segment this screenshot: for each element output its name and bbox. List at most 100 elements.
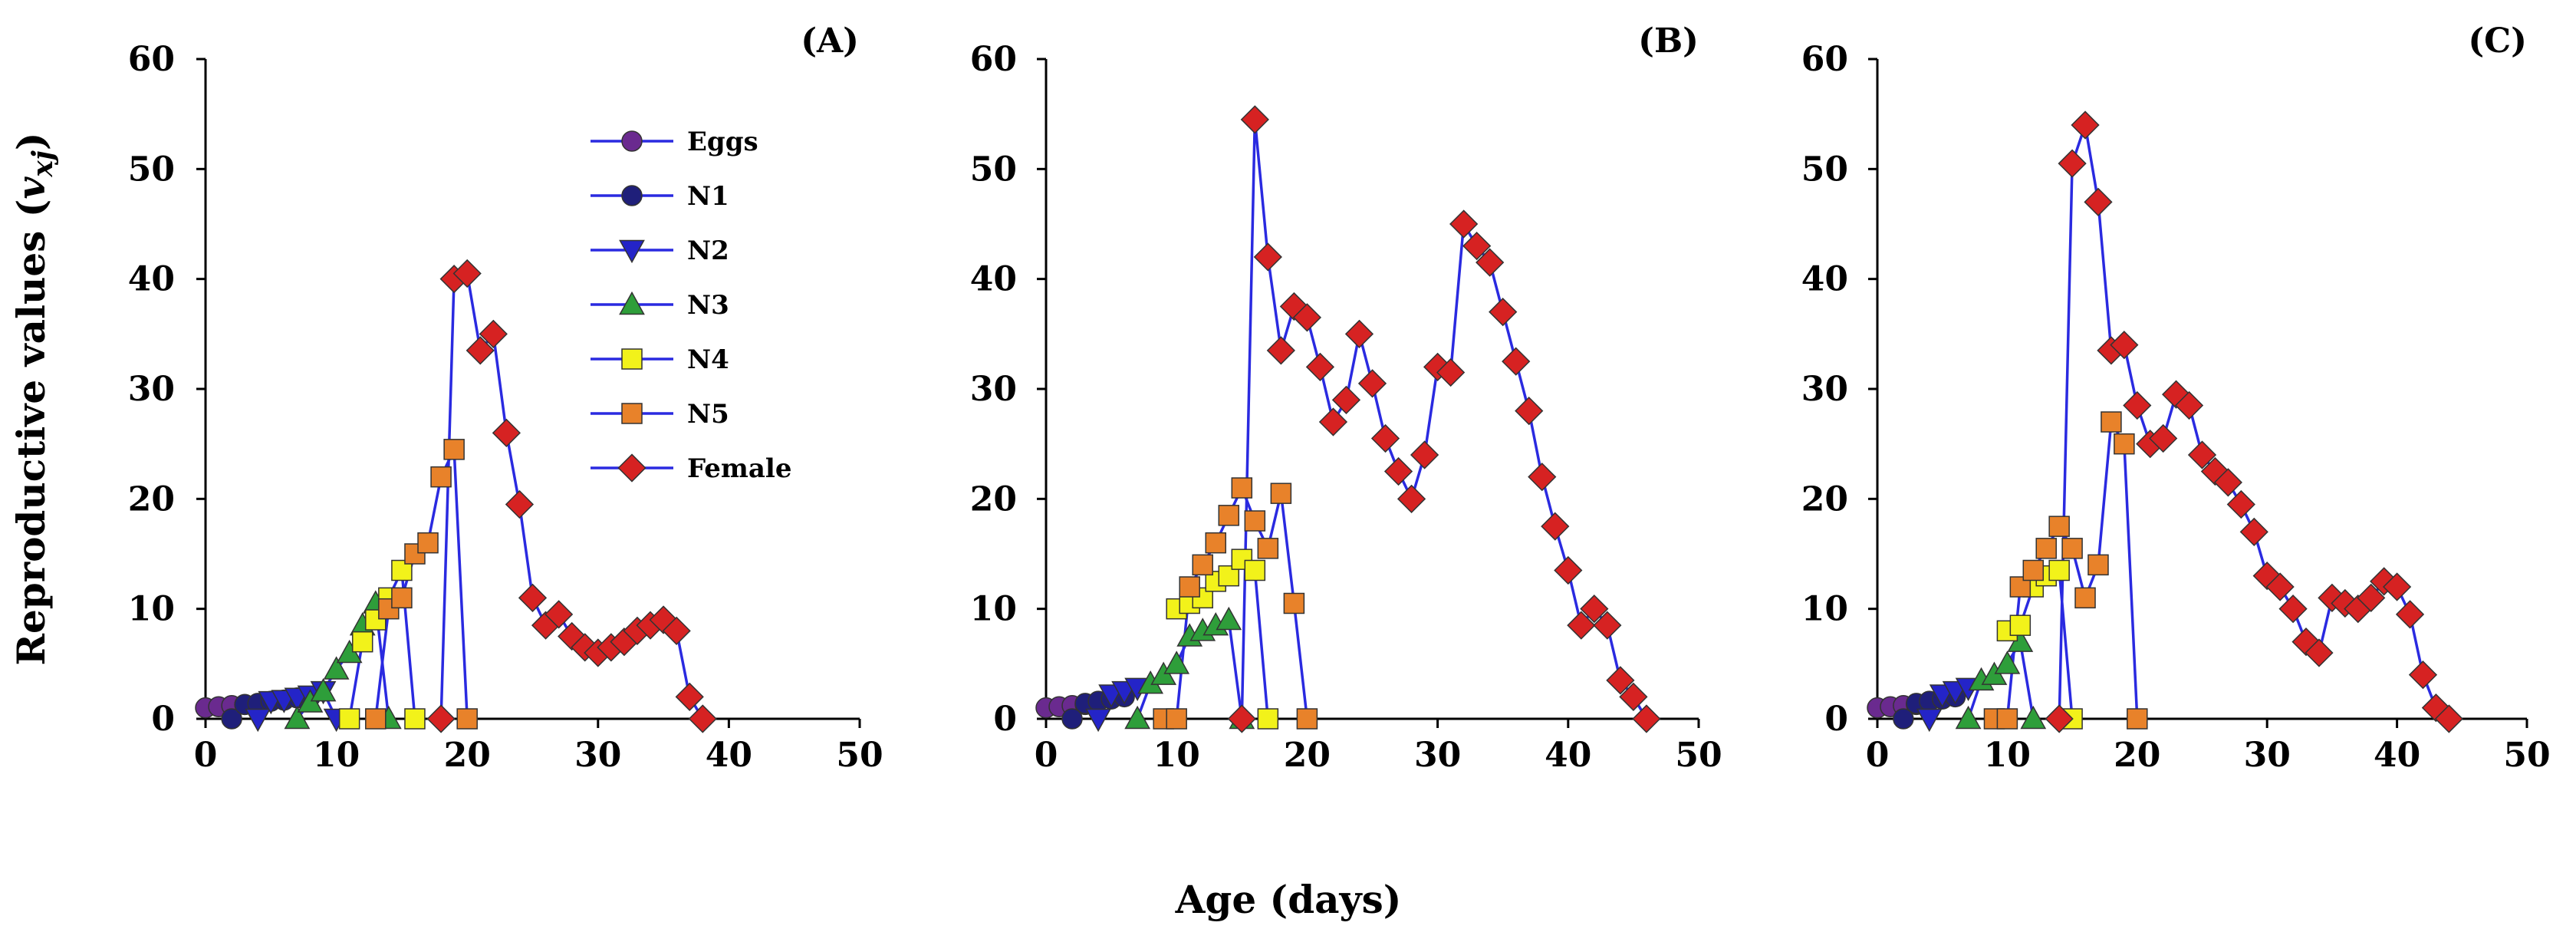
x-tick-label: 0 — [194, 736, 218, 775]
data-point-female — [1410, 440, 1439, 469]
legend-label-n4: N4 — [687, 344, 729, 375]
data-point-female — [2395, 600, 2425, 629]
data-point-n5 — [417, 532, 439, 554]
data-point-female — [426, 704, 456, 733]
data-point-n1 — [1893, 708, 1914, 730]
data-point-n5 — [2101, 411, 2122, 433]
x-tick-label: 0 — [1035, 736, 1058, 775]
legend-label-female: Female — [687, 453, 791, 484]
y-tick-label: 30 — [970, 370, 1017, 409]
legend-label-n3: N3 — [687, 290, 729, 321]
data-point-n4 — [351, 631, 373, 653]
data-point-female — [1632, 704, 1661, 733]
data-point-n2 — [1085, 708, 1111, 733]
x-tick-label: 20 — [2114, 736, 2160, 775]
y-tick-label: 60 — [970, 40, 1017, 79]
x-tick-label: 30 — [574, 736, 621, 775]
data-point-n5 — [1192, 554, 1213, 576]
legend-label-n1: N1 — [687, 181, 729, 212]
data-point-female — [2174, 390, 2204, 420]
data-point-female — [675, 682, 704, 711]
data-point-n5 — [1257, 538, 1279, 559]
panel-label: (A) — [801, 21, 859, 61]
data-point-n5 — [1166, 708, 1187, 730]
data-point-n5 — [1996, 708, 2018, 730]
data-point-n5 — [456, 708, 478, 730]
data-point-n3 — [1994, 651, 2021, 674]
data-point-female — [2149, 423, 2178, 453]
panels: 0 10 20 30 40 50 60 0 10 20 30 40 50 (A) 0 10 20 30 40 50 60… — [128, 21, 2551, 775]
legend-label-n2: N2 — [687, 236, 729, 266]
data-point-female — [505, 489, 535, 519]
y-tick-label: 40 — [970, 260, 1017, 299]
data-point-female — [1253, 242, 1282, 272]
x-tick-label: 50 — [2503, 736, 2550, 775]
legend-marker-n1 — [621, 185, 643, 206]
data-point-female — [1318, 407, 1348, 436]
data-point-female — [1541, 512, 1570, 541]
data-point-n4 — [1244, 559, 1266, 581]
data-point-n3 — [1163, 651, 1190, 674]
data-point-n4 — [1257, 708, 1279, 730]
y-tick-label: 0 — [151, 700, 175, 739]
data-point-female — [2045, 704, 2074, 733]
data-point-n5 — [2114, 433, 2135, 455]
panel-b: 0 10 20 30 40 50 60 0 10 20 30 40 50 (B) — [970, 21, 1722, 775]
y-tick-label: 40 — [1801, 260, 1848, 299]
data-point-female — [1449, 209, 1479, 239]
data-point-n3 — [1216, 606, 1242, 631]
data-point-n3 — [323, 656, 350, 680]
data-point-female — [688, 704, 717, 733]
data-point-n5 — [2048, 516, 2070, 537]
data-point-female — [1240, 105, 1269, 134]
data-point-female — [2213, 468, 2242, 497]
data-point-n5 — [378, 598, 400, 620]
data-point-n3 — [284, 705, 311, 730]
data-point-n5 — [1205, 532, 1227, 554]
data-point-n5 — [2061, 538, 2083, 559]
y-tick-label: 20 — [128, 479, 175, 519]
y-axis-title: Reproductive values (vxj) — [8, 132, 59, 665]
data-point-female — [2278, 595, 2308, 624]
legend-marker-female — [617, 453, 646, 483]
data-point-female — [1515, 397, 1544, 426]
data-point-n5 — [1179, 576, 1200, 598]
data-point-female — [1489, 298, 1518, 327]
legend-marker-n2 — [619, 239, 645, 264]
data-point-female — [466, 336, 495, 365]
data-point-n5 — [2074, 587, 2096, 609]
data-point-n3 — [1955, 705, 1982, 730]
y-axis-title-main: Reproductive values ( — [8, 199, 54, 666]
legend-marker-n3 — [619, 291, 645, 315]
panel-label: (C) — [2468, 21, 2527, 61]
legend-marker-eggs — [621, 130, 643, 152]
data-point-n5 — [443, 439, 465, 460]
data-point-female — [1266, 336, 1295, 365]
y-tick-label: 50 — [128, 150, 175, 189]
data-point-female — [1502, 347, 1531, 376]
data-point-n2 — [1916, 708, 1943, 733]
x-tick-label: 50 — [1675, 736, 1722, 775]
data-point-n3 — [310, 678, 337, 702]
data-point-female — [2265, 572, 2295, 601]
data-point-n5 — [2087, 554, 2109, 576]
x-tick-label: 10 — [313, 736, 360, 775]
data-point-female — [1331, 385, 1361, 414]
y-tick-label: 20 — [970, 479, 1017, 519]
data-point-female — [1397, 484, 1426, 513]
data-point-female — [2058, 149, 2087, 178]
data-point-female — [2239, 517, 2268, 546]
data-point-n1 — [221, 708, 242, 730]
data-point-n4 — [2009, 614, 2032, 636]
y-tick-label: 60 — [128, 40, 175, 79]
y-axis-title-close: ) — [8, 132, 54, 150]
data-point-female — [1528, 463, 1557, 492]
data-point-female — [1436, 357, 1466, 387]
data-point-n5 — [1244, 510, 1266, 532]
data-point-female — [1567, 611, 1596, 640]
data-point-female — [1554, 555, 1583, 585]
x-tick-label: 30 — [1414, 736, 1461, 775]
data-point-female — [2408, 661, 2438, 690]
data-point-female — [1227, 704, 1256, 733]
x-tick-label: 40 — [2374, 736, 2420, 775]
